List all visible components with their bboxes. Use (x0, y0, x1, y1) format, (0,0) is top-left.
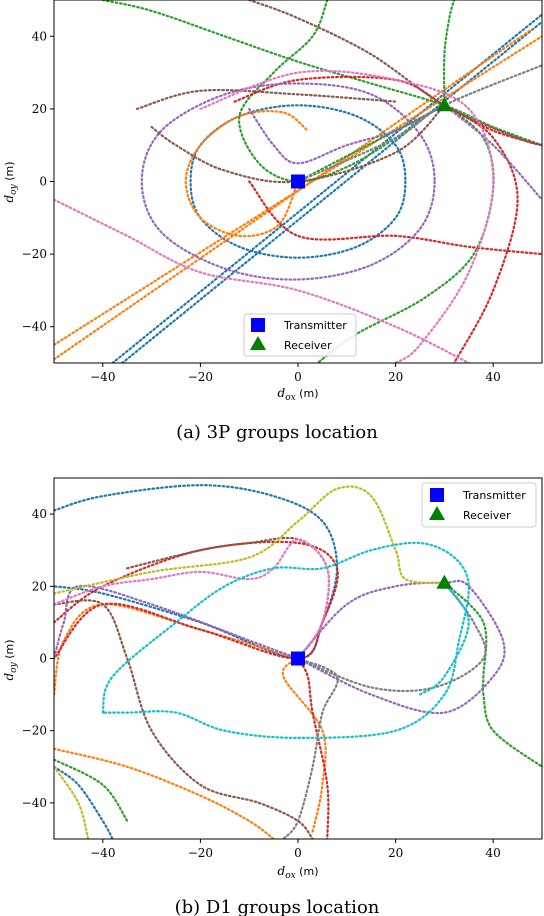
legend-b: Transmitter Receiver (421, 482, 537, 528)
series-line-b-18 (101, 541, 470, 740)
series-line-b-16 (54, 485, 446, 595)
caption-b: (b) D1 groups location (175, 897, 380, 916)
legend-transmitter-marker (251, 318, 265, 332)
series-line-b-13 (54, 538, 331, 660)
legend-a: Transmitter Receiver (243, 313, 357, 357)
series-line-a-7 (316, 104, 495, 363)
series-line-b-0 (54, 484, 339, 660)
series-line-a-6 (238, 0, 446, 183)
curves-a (54, 0, 542, 363)
y-axis-label-b: doy (m) (2, 640, 19, 681)
x-tick-label: 40 (486, 370, 501, 384)
x-tick-label: 40 (486, 846, 501, 860)
series-line-a-22 (296, 64, 542, 183)
y-tick-label: 20 (32, 102, 47, 116)
series-line-b-17 (54, 765, 90, 839)
series-line-b-9 (54, 584, 300, 660)
x-tick-label: 20 (388, 846, 403, 860)
y-tick-label: −20 (22, 247, 47, 261)
y-tick-label: −40 (22, 796, 47, 810)
series-line-a-16 (443, 104, 542, 201)
series-line-b-11 (54, 599, 314, 839)
series-line-a-21 (199, 69, 495, 363)
series-line-b-1 (54, 765, 114, 839)
y-tick-label: −40 (22, 320, 47, 334)
series-line-a-15 (248, 104, 446, 165)
y-tick-label: 0 (39, 652, 47, 666)
series-line-b-5 (443, 581, 542, 768)
series-line-a-4 (54, 35, 542, 346)
y-tick-label: 0 (39, 175, 47, 189)
series-line-b-4 (281, 657, 327, 833)
receiver-marker (436, 97, 453, 112)
series-line-a-17 (248, 0, 542, 147)
y-tick-label: −20 (22, 724, 47, 738)
series-line-a-14 (140, 82, 436, 281)
x-tick-label: 0 (294, 846, 302, 860)
series-line-b-8 (296, 657, 330, 839)
series-line-a-19 (135, 88, 397, 110)
transmitter-marker (291, 174, 305, 189)
y-tick-label: 20 (32, 579, 47, 593)
chart-panel-b: −40 −20 0 20 40 −40 −20 0 20 40 dox (m) doy (m) T… (2, 477, 543, 916)
legend-transmitter-label: Transmitter (462, 489, 526, 502)
series-line-b-3 (54, 747, 275, 839)
x-tick-label: 0 (294, 370, 302, 384)
series-line-b-7 (54, 540, 339, 660)
x-tick-label: 20 (388, 370, 403, 384)
markers-a (291, 97, 453, 189)
transmitter-marker (291, 651, 305, 666)
series-line-a-20 (54, 198, 470, 363)
chart-panel-a: −40 −20 0 20 40 −40 −20 0 20 40 dox (m) doy (m) T… (2, 0, 543, 443)
series-line-a-13 (233, 75, 542, 147)
series-line-a-11 (443, 104, 519, 363)
x-tick-label: −40 (90, 846, 115, 860)
caption-a: (a) 3P groups location (176, 422, 378, 443)
y-tick-label: 40 (32, 29, 47, 43)
series-line-a-2 (189, 104, 407, 259)
markers-b (291, 574, 453, 666)
series-line-b-6 (54, 758, 129, 823)
legend-transmitter-label: Transmitter (283, 319, 347, 332)
series-line-b-19 (418, 581, 470, 696)
x-axis-label-a: dox (m) (278, 386, 319, 403)
series-line-a-0 (111, 13, 542, 363)
x-tick-label: −20 (188, 370, 213, 384)
receiver-marker (436, 574, 453, 589)
ticks-b: −40 −20 0 20 40 −40 −20 0 20 40 (22, 507, 501, 860)
series-line-a-8 (442, 0, 456, 107)
series-line-a-12 (248, 180, 542, 256)
series-line-a-18 (150, 104, 446, 184)
legend-receiver-marker (429, 506, 445, 520)
series-line-b-10 (296, 579, 506, 715)
legend-transmitter-marker (430, 488, 444, 502)
x-tick-label: −20 (188, 846, 213, 860)
legend-receiver-label: Receiver (463, 509, 511, 522)
legend-receiver-label: Receiver (284, 339, 332, 352)
legend-receiver-marker (250, 336, 266, 350)
x-axis-label-b: dox (m) (278, 864, 319, 881)
y-axis-label-a: doy (m) (2, 162, 19, 203)
ticks-a: −40 −20 0 20 40 −40 −20 0 20 40 (22, 29, 501, 384)
curves-b (54, 484, 542, 839)
series-line-a-5 (184, 110, 309, 238)
series-line-a-1 (121, 20, 542, 363)
series-line-b-15 (296, 581, 487, 693)
y-tick-label: 40 (32, 507, 47, 521)
x-tick-label: −40 (90, 370, 115, 384)
